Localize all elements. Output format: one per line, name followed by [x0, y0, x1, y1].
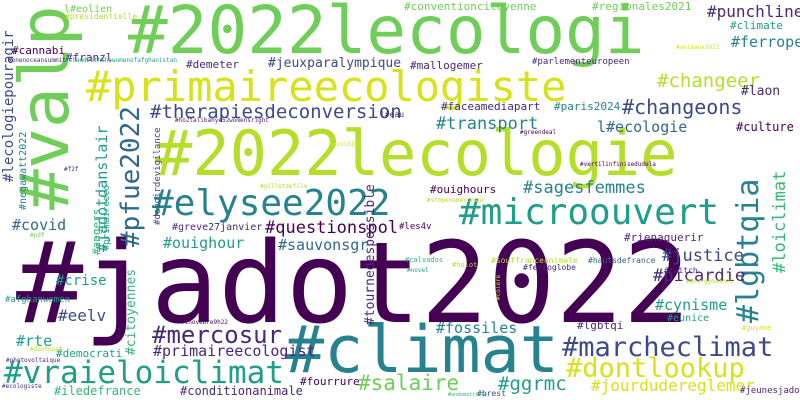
word[interactable]: #justice [662, 246, 744, 266]
word[interactable]: #crise [56, 273, 107, 289]
word[interactable]: l#eau [380, 110, 405, 119]
word[interactable]: l#eolien [64, 4, 113, 15]
word[interactable]: #photovoltaique [6, 357, 61, 364]
word[interactable]: #transport [436, 114, 539, 134]
word[interactable]: #primaireecologiste [86, 62, 567, 111]
word[interactable]: #tournedespossible [363, 184, 378, 325]
word[interactable]: #mallogemer [410, 59, 483, 72]
word[interactable]: #jourdudereglemer [591, 376, 755, 395]
word[interactable]: #ho2talibanye52womensright [175, 117, 269, 124]
word[interactable]: #conditionanimale [180, 384, 303, 398]
word[interactable]: #jadot2022 [16, 219, 691, 349]
word[interactable]: #animaux2022 [676, 44, 720, 51]
word[interactable]: #ouighours [430, 183, 497, 196]
word[interactable]: #novel [407, 267, 429, 274]
word[interactable]: #eelv [58, 306, 107, 325]
word[interactable]: #hulot [452, 261, 478, 269]
word[interactable]: #2022lecologie [155, 117, 678, 190]
word[interactable]: #brest [477, 389, 506, 398]
word[interactable]: #afghanwomen [5, 295, 71, 305]
word[interactable]: #marcheclimat [562, 332, 774, 363]
word[interactable]: #changeer [657, 70, 760, 92]
word[interactable]: #pdf [30, 232, 45, 239]
word[interactable]: #paris2024 [554, 100, 621, 113]
word[interactable]: #2022lecologi [128, 0, 645, 69]
word[interactable]: #fourrure [300, 375, 360, 388]
word[interactable]: #guyane [742, 324, 772, 332]
word[interactable]: #culture [736, 120, 794, 134]
word[interactable]: #energymamnet [686, 278, 733, 285]
word[interactable]: #mercosur [152, 321, 283, 349]
word[interactable]: #sauvonsgr [278, 236, 369, 254]
word[interactable]: #franzl [66, 51, 113, 64]
word[interactable]: #elysee2022 [152, 183, 391, 224]
word[interactable]: #citoyennes [124, 268, 139, 355]
word[interactable]: #climate [730, 19, 783, 32]
word[interactable]: #democrati [56, 347, 123, 360]
word[interactable]: #iledefrance [54, 384, 141, 398]
word[interactable]: #angers [90, 208, 103, 255]
word[interactable]: #vertilinfinisedudela [580, 161, 656, 168]
word[interactable]: #rte [16, 332, 53, 350]
word[interactable]: #ecologiste [2, 383, 42, 390]
word[interactable]: #eunice [667, 313, 710, 324]
word[interactable]: #gilletdefilm [260, 183, 307, 190]
word[interactable]: l#ecologie [597, 118, 688, 136]
word[interactable]: #onenoceansummit [8, 57, 66, 64]
word[interactable]: #ggrmc [498, 373, 567, 395]
word[interactable]: #f2f [64, 166, 79, 173]
word[interactable]: #rienaguerir [624, 231, 704, 244]
word[interactable]: #climat [285, 313, 559, 388]
word[interactable]: #calvados [405, 256, 443, 264]
word[interactable]: #negawatt2022 [18, 131, 29, 210]
word[interactable]: #covid [12, 216, 67, 234]
word[interactable]: #pfue2022 [116, 106, 146, 247]
word[interactable]: #greve27janvier [172, 222, 263, 233]
word[interactable]: #parlementeuropeen [532, 57, 630, 67]
word[interactable]: #microouvert [459, 192, 720, 233]
word[interactable]: #souffranceanimale [491, 256, 578, 265]
word[interactable]: #covid19 [329, 141, 358, 148]
word[interactable]: #devoirdevigilance [153, 127, 163, 225]
word[interactable]: #faceamediapart [441, 100, 541, 113]
word[interactable]: #jeuxparalympique [268, 56, 402, 71]
word[interactable]: #inovebre9h22 [181, 319, 228, 326]
word[interactable]: #sagesfemmes [523, 178, 646, 198]
word[interactable]: #conventioncitoyenne [404, 0, 537, 13]
word[interactable]: #greendeal [520, 129, 557, 136]
word[interactable]: #cannabi [12, 44, 65, 57]
word[interactable]: #standwiththewomenofafghanistan [65, 57, 177, 64]
word[interactable]: #ferropem [731, 33, 800, 51]
word[interactable]: #questionspol [265, 218, 399, 238]
word[interactable]: #hautsdefrance [588, 256, 656, 265]
word[interactable]: #primaireeco [102, 184, 112, 250]
word[interactable]: #therapiesdeconversion [150, 101, 402, 123]
word[interactable]: #lgbtqi [577, 319, 624, 332]
word[interactable]: #punchline [707, 2, 800, 21]
word[interactable]: #picardie [653, 266, 746, 286]
word[interactable]: #salaire [358, 371, 460, 395]
word[interactable]: #dontlookup [566, 353, 745, 384]
word[interactable]: #regionales2021 [592, 0, 692, 13]
word[interactable]: #les4v [399, 222, 432, 232]
word[interactable]: #stopenemercosur [427, 197, 485, 204]
word[interactable]: #laon [741, 84, 781, 99]
word[interactable]: #fossiles [436, 319, 518, 337]
word[interactable]: #colere [495, 274, 502, 300]
word[interactable]: #vraieloiclimat [4, 355, 284, 391]
word[interactable]: #loiclimat [770, 170, 790, 273]
word[interactable]: #twitch [664, 266, 698, 275]
word[interactable]: #ferroglobe [523, 263, 576, 272]
word[interactable]: #dontmust [30, 346, 63, 353]
word[interactable]: #ouighour [163, 234, 245, 252]
word[interactable]: #andomatrisle [448, 392, 488, 398]
word[interactable]: #jeunesjadot [740, 386, 800, 396]
word[interactable]: #primaireecologist [153, 342, 316, 360]
word[interactable]: #presidentielle [65, 12, 138, 21]
word[interactable]: #cynisme [655, 296, 728, 314]
word[interactable]: #changeons [622, 95, 743, 119]
word[interactable]: #demeter [186, 58, 239, 71]
